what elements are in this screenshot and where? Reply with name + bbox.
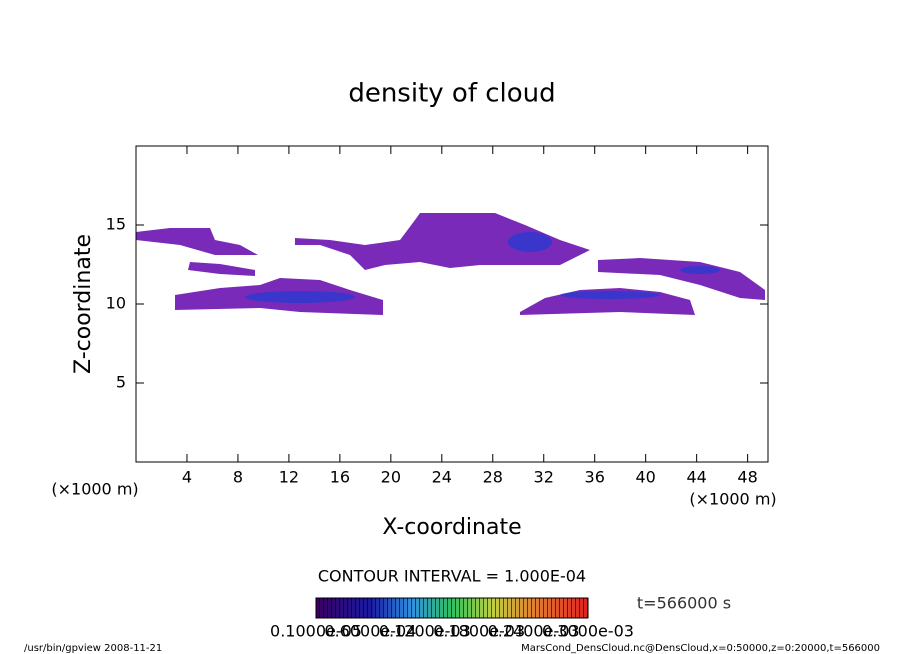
y-tick-label: 15 [106, 215, 126, 234]
y-tick-label: 10 [106, 294, 126, 313]
x-tick-label: 28 [483, 468, 503, 487]
x-unit: (×1000 m) [689, 490, 776, 509]
x-tick-label: 44 [686, 468, 706, 487]
footer-right: MarsCond_DensCloud.nc@DensCloud,x=0:5000… [521, 643, 880, 654]
colorbar-label: 0.1000e-05 [270, 622, 362, 641]
x-tick-label: 32 [534, 468, 554, 487]
x-tick-label: 40 [635, 468, 655, 487]
footer-left: /usr/bin/gpview 2008-11-21 [24, 643, 162, 654]
cloud-regions [136, 213, 765, 315]
x-tick-label: 20 [381, 468, 401, 487]
colorbar-label: 0.3000e-03 [542, 622, 634, 641]
y-tick-label: 5 [116, 373, 126, 392]
time-label: t=566000 s [637, 594, 731, 613]
cloud-cores [245, 232, 720, 303]
x-tick-label: 12 [279, 468, 299, 487]
chart-title: density of cloud [348, 79, 555, 109]
colorbar-label: 0.2400e-03 [488, 622, 580, 641]
x-axis-label: X-coordinate [382, 515, 521, 540]
y-axis-label: Z-coordinate [71, 234, 96, 374]
x-tick-label: 24 [432, 468, 452, 487]
colorbar-label: 0.6000e-04 [324, 622, 416, 641]
colorbar-stripes [316, 598, 588, 618]
x-tick-label: 36 [585, 468, 605, 487]
x-tick-label: 48 [737, 468, 757, 487]
x-tick-label: 8 [233, 468, 243, 487]
x-unit: (×1000 m) [51, 480, 138, 499]
contour-interval: CONTOUR INTERVAL = 1.000E-04 [318, 567, 586, 586]
colorbar-label: 0.1200e-03 [379, 622, 471, 641]
colorbar-label: 0.1800e-03 [433, 622, 525, 641]
x-tick-label: 16 [330, 468, 350, 487]
x-tick-label: 4 [182, 468, 192, 487]
